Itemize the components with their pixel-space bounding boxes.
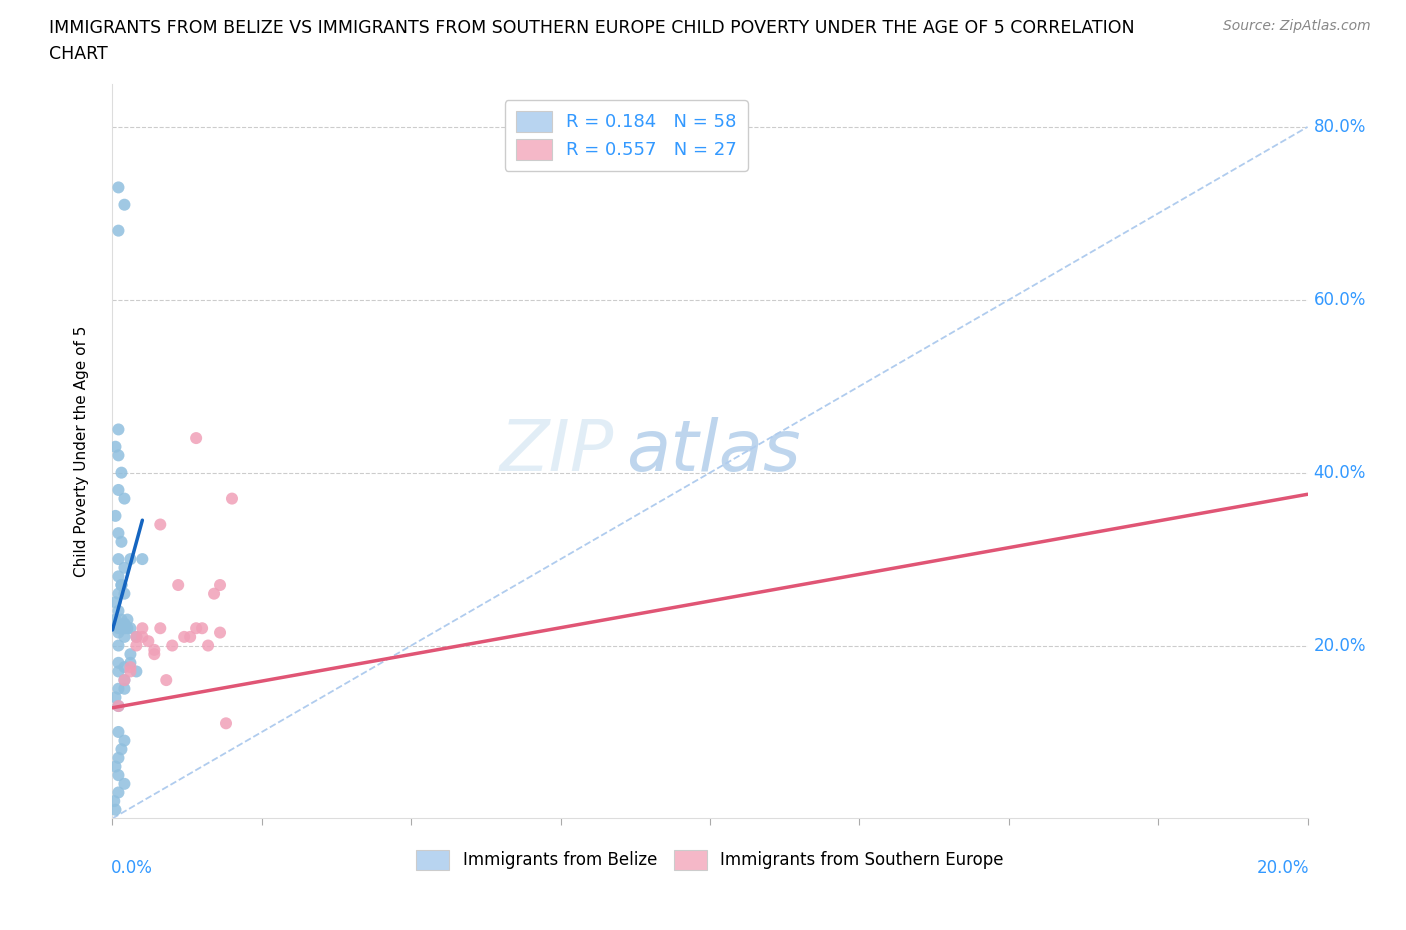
Point: [162, 638, 183, 653]
Point: [107, 604, 129, 618]
Point: [131, 551, 153, 566]
Point: [155, 672, 177, 687]
Point: [107, 664, 129, 679]
Text: atlas: atlas: [627, 417, 801, 485]
Point: [110, 465, 132, 480]
Point: [114, 560, 135, 575]
Point: [114, 491, 135, 506]
Point: [107, 621, 129, 636]
Point: [179, 630, 201, 644]
Point: [110, 612, 132, 627]
Point: [202, 586, 225, 601]
Text: 60.0%: 60.0%: [1313, 291, 1367, 309]
Point: [107, 698, 129, 713]
Text: ZIP: ZIP: [501, 417, 614, 485]
Point: [131, 621, 153, 636]
Point: [114, 777, 135, 791]
Point: [107, 422, 129, 437]
Point: [120, 664, 142, 679]
Point: [104, 595, 127, 610]
Text: 80.0%: 80.0%: [1313, 118, 1367, 136]
Point: [104, 612, 127, 627]
Point: [107, 724, 129, 739]
Point: [191, 621, 214, 636]
Point: [114, 617, 135, 631]
Point: [114, 197, 135, 212]
Point: [107, 768, 129, 783]
Point: [104, 439, 127, 454]
Point: [120, 656, 142, 671]
Point: [149, 621, 172, 636]
Point: [114, 682, 135, 697]
Point: [215, 716, 238, 731]
Text: 20.0%: 20.0%: [1313, 636, 1367, 655]
Point: [125, 664, 148, 679]
Point: [221, 491, 243, 506]
Point: [186, 431, 208, 445]
Point: [117, 621, 139, 636]
Point: [110, 621, 132, 636]
Point: [107, 625, 129, 640]
Point: [107, 682, 129, 697]
Point: [197, 638, 219, 653]
Text: Source: ZipAtlas.com: Source: ZipAtlas.com: [1223, 19, 1371, 33]
Point: [107, 751, 129, 765]
Text: 0.0%: 0.0%: [111, 858, 153, 877]
Point: [209, 625, 232, 640]
Point: [104, 690, 127, 705]
Point: [107, 483, 129, 498]
Point: [110, 578, 132, 592]
Point: [107, 638, 129, 653]
Point: [107, 525, 129, 540]
Text: 40.0%: 40.0%: [1313, 464, 1367, 482]
Point: [104, 803, 127, 817]
Point: [125, 630, 148, 644]
Point: [173, 630, 195, 644]
Point: [107, 180, 129, 195]
Point: [114, 586, 135, 601]
Point: [107, 223, 129, 238]
Text: IMMIGRANTS FROM BELIZE VS IMMIGRANTS FROM SOUTHERN EUROPE CHILD POVERTY UNDER TH: IMMIGRANTS FROM BELIZE VS IMMIGRANTS FRO…: [49, 19, 1135, 36]
Point: [110, 742, 132, 757]
Point: [114, 630, 135, 644]
Point: [143, 646, 166, 661]
Point: [114, 672, 135, 687]
Point: [114, 617, 135, 631]
Point: [107, 698, 129, 713]
Point: [107, 656, 129, 671]
Point: [107, 448, 129, 463]
Point: [107, 551, 129, 566]
Point: [114, 659, 135, 674]
Point: [107, 785, 129, 800]
Point: [120, 646, 142, 661]
Point: [167, 578, 190, 592]
Point: [107, 569, 129, 584]
Point: [104, 759, 127, 774]
Point: [104, 509, 127, 524]
Point: [125, 638, 148, 653]
Text: 20.0%: 20.0%: [1257, 858, 1309, 877]
Text: CHART: CHART: [49, 45, 108, 62]
Point: [110, 535, 132, 550]
Point: [120, 659, 142, 674]
Point: [103, 793, 125, 808]
Legend: Immigrants from Belize, Immigrants from Southern Europe: Immigrants from Belize, Immigrants from …: [409, 844, 1011, 876]
Point: [120, 621, 142, 636]
Point: [209, 578, 232, 592]
Point: [114, 733, 135, 748]
Y-axis label: Child Poverty Under the Age of 5: Child Poverty Under the Age of 5: [75, 326, 89, 577]
Point: [125, 630, 148, 644]
Point: [131, 630, 153, 644]
Point: [114, 672, 135, 687]
Point: [149, 517, 172, 532]
Point: [143, 643, 166, 658]
Point: [110, 578, 132, 592]
Point: [107, 586, 129, 601]
Point: [186, 621, 208, 636]
Point: [114, 621, 135, 636]
Point: [117, 612, 139, 627]
Point: [120, 551, 142, 566]
Point: [138, 633, 160, 648]
